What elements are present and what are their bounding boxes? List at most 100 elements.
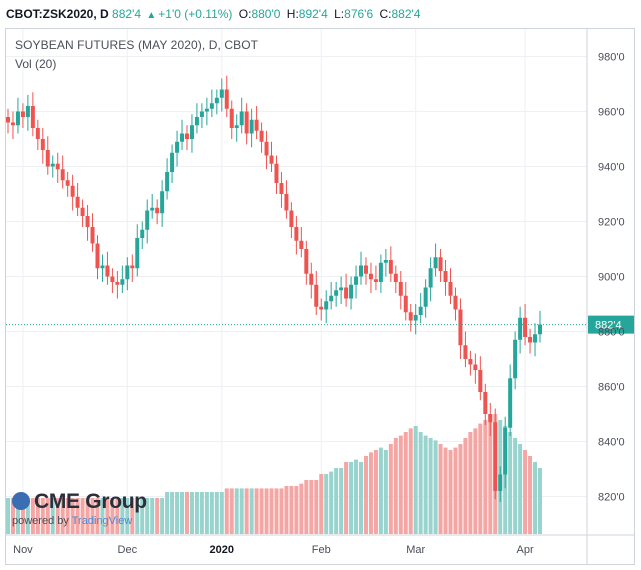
candle-body	[533, 334, 538, 343]
last-price-line: 882'4	[6, 315, 634, 334]
candle-body	[274, 163, 279, 183]
candle-body	[110, 276, 115, 282]
symbol-header: CBOT:ZSK2020, D 882'4 ▲ +1'0 (+0.11%) O:8…	[0, 0, 641, 28]
volume-bar	[373, 450, 378, 534]
volume-bar	[359, 462, 364, 534]
volume-bar	[184, 492, 189, 534]
candle-body	[463, 345, 468, 359]
volume-bar	[294, 486, 299, 534]
candle-body	[319, 306, 324, 310]
candle-body	[160, 191, 165, 214]
volume-bar	[488, 414, 493, 534]
candle-body	[6, 117, 10, 123]
candle-body	[85, 216, 90, 227]
chart-title: SOYBEAN FUTURES (MAY 2020), D, CBOT	[15, 38, 259, 52]
candle-body	[413, 315, 418, 321]
candle-body	[30, 106, 35, 128]
candle-body	[135, 238, 140, 269]
candle-body	[373, 279, 378, 282]
volume-bar	[254, 488, 259, 534]
volume-bar	[105, 498, 110, 534]
price-tick-label: 840'0	[598, 437, 625, 449]
time-tick-label: 2020	[210, 544, 234, 556]
volume-bar	[393, 438, 398, 534]
volume-bar	[30, 498, 35, 534]
candle-body	[234, 125, 239, 128]
candle-body	[493, 422, 498, 491]
volume-bar	[458, 444, 463, 534]
candle-body	[35, 128, 40, 139]
candle-body	[344, 287, 349, 299]
candle-body	[488, 414, 493, 423]
volume-bar	[433, 440, 438, 534]
volume-bar	[259, 488, 264, 534]
candle-body	[388, 260, 393, 274]
candle-body	[90, 227, 95, 244]
candle-body	[403, 295, 408, 313]
candle-body	[324, 301, 329, 310]
volume-bar	[204, 492, 209, 534]
candle-body	[75, 196, 80, 208]
candle-body	[80, 207, 85, 216]
volume-bar	[15, 498, 20, 534]
volume-bar	[363, 456, 368, 534]
volume-bar	[388, 444, 393, 534]
time-tick-label: Apr	[517, 544, 534, 556]
candle-body	[115, 282, 120, 285]
high-value: 892'4	[298, 7, 328, 21]
candle-body	[120, 279, 125, 285]
volume-bar	[209, 492, 214, 534]
volume-bar	[468, 432, 473, 534]
candle-body	[155, 207, 160, 214]
candle-body	[219, 89, 224, 98]
time-tick-label: Dec	[118, 544, 138, 556]
candle-body	[503, 427, 508, 475]
volume-bar	[80, 498, 85, 534]
brand-name: CME Group	[34, 490, 147, 513]
high-label: H:	[286, 7, 299, 21]
candle-body	[244, 111, 249, 134]
candle-body	[150, 207, 155, 211]
candle-body	[170, 152, 175, 172]
candle-body	[180, 133, 185, 142]
candle-body	[423, 287, 428, 307]
volume-bars	[6, 414, 542, 534]
volume-bar	[398, 435, 403, 534]
candle-body	[473, 364, 478, 370]
volume-bar	[339, 468, 344, 534]
candle-body	[214, 97, 219, 104]
volume-bar	[229, 488, 234, 534]
volume-bar	[90, 498, 95, 534]
volume-bar	[239, 488, 244, 534]
close-label: C:	[379, 7, 392, 21]
volume-bar	[284, 486, 289, 534]
last-price: 882'4	[112, 7, 142, 21]
close-value: 882'4	[391, 7, 421, 21]
candle-body	[60, 169, 65, 181]
volume-bar	[120, 498, 125, 534]
candle-body	[284, 194, 289, 211]
volume-bar	[135, 498, 140, 534]
candle-body	[20, 111, 25, 117]
volume-bar	[189, 492, 194, 534]
volume-bar	[309, 480, 314, 534]
volume-bar	[508, 432, 513, 534]
candle-body	[269, 155, 274, 164]
price-tag-text: 882'4	[595, 320, 622, 332]
volume-bar	[523, 450, 528, 534]
volume-bar	[438, 444, 443, 534]
candle-body	[25, 106, 30, 117]
volume-bar	[314, 480, 319, 534]
volume-bar	[329, 471, 334, 534]
candle-body	[363, 265, 368, 274]
candle-body	[438, 257, 443, 271]
volume-bar	[304, 480, 309, 534]
volume-bar	[408, 428, 413, 534]
price-tick-label: 900'0	[598, 272, 625, 284]
volume-bar	[289, 486, 294, 534]
volume-bar	[35, 498, 40, 534]
tradingview-label: TradingView	[71, 515, 133, 527]
candle-body	[189, 125, 194, 139]
volume-bar	[448, 450, 453, 534]
